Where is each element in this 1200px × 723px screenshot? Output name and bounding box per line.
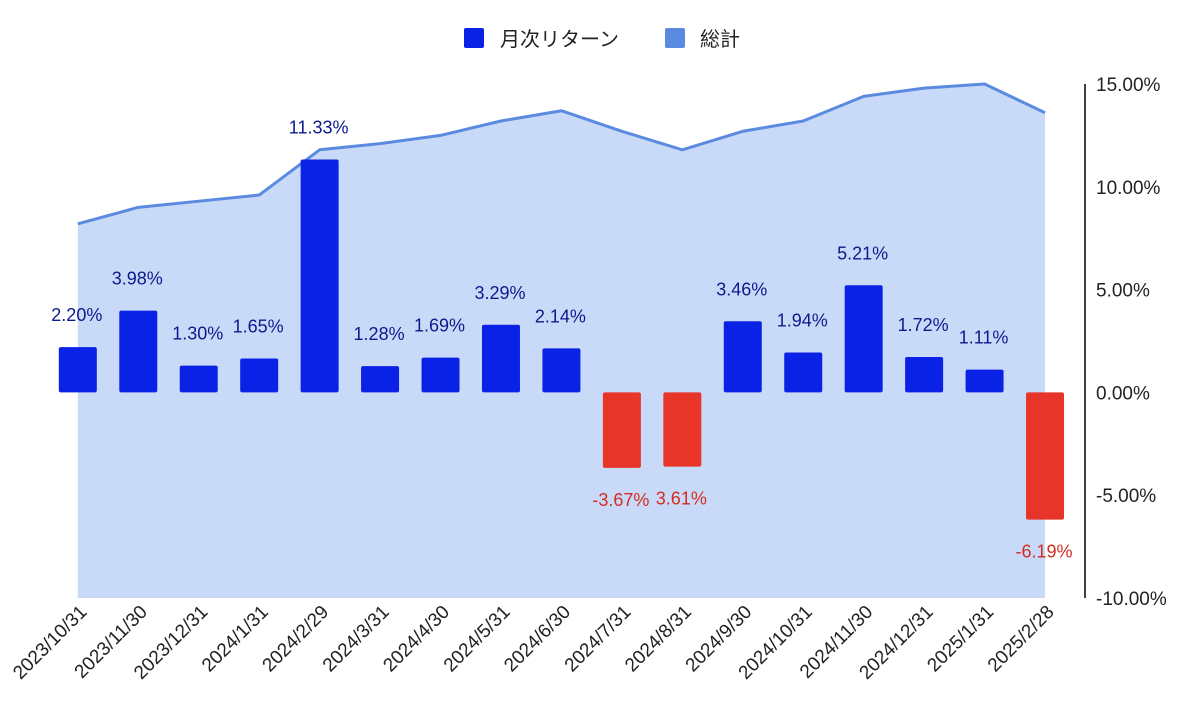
bar bbox=[784, 352, 823, 393]
bar bbox=[361, 366, 400, 393]
y-tick-label: 10.00% bbox=[1096, 178, 1161, 199]
bar bbox=[844, 285, 883, 393]
data-label: -3.67% bbox=[592, 490, 649, 510]
y-tick-label: 15.00% bbox=[1096, 75, 1161, 96]
bar bbox=[240, 358, 279, 393]
bar bbox=[58, 347, 97, 393]
bar bbox=[481, 324, 520, 393]
data-label: 3.29% bbox=[474, 283, 525, 303]
bar bbox=[663, 392, 702, 467]
y-tick-label: -5.00% bbox=[1096, 486, 1156, 507]
bar bbox=[602, 392, 641, 468]
data-label: -6.19% bbox=[1016, 542, 1073, 562]
x-tick-label: 2025/2/28 bbox=[984, 602, 1059, 677]
bar bbox=[1026, 392, 1065, 520]
bar bbox=[119, 310, 158, 393]
legend-swatch-monthly[interactable] bbox=[464, 28, 484, 48]
data-label: 1.94% bbox=[777, 311, 828, 331]
data-label: 2.20% bbox=[51, 305, 102, 325]
y-tick-label: -10.00% bbox=[1096, 589, 1167, 610]
legend-label-monthly[interactable]: 月次リターン bbox=[500, 27, 619, 51]
bar bbox=[905, 357, 944, 393]
legend-label-total[interactable]: 総計 bbox=[700, 27, 740, 51]
legend-swatch-total[interactable] bbox=[665, 28, 685, 48]
data-label: 1.72% bbox=[898, 315, 949, 335]
data-label: 1.28% bbox=[354, 324, 405, 344]
data-label: 3.98% bbox=[112, 269, 163, 289]
data-label: 1.65% bbox=[233, 316, 284, 336]
bar bbox=[421, 357, 460, 393]
bar bbox=[179, 365, 218, 393]
data-label: 5.21% bbox=[837, 243, 888, 263]
data-label: 2.14% bbox=[535, 306, 586, 326]
bar bbox=[300, 159, 339, 393]
data-label: 3.46% bbox=[716, 279, 767, 299]
y-tick-label: 0.00% bbox=[1096, 383, 1150, 404]
data-label: 1.30% bbox=[172, 324, 223, 344]
data-label: 11.33% bbox=[289, 117, 349, 137]
data-label: 3.61% bbox=[656, 489, 707, 509]
data-label: 1.11% bbox=[959, 328, 1009, 348]
bar bbox=[542, 348, 581, 393]
bar bbox=[723, 321, 762, 393]
y-tick-label: 5.00% bbox=[1096, 281, 1150, 302]
data-label: 1.69% bbox=[414, 316, 465, 336]
bar bbox=[965, 369, 1004, 393]
